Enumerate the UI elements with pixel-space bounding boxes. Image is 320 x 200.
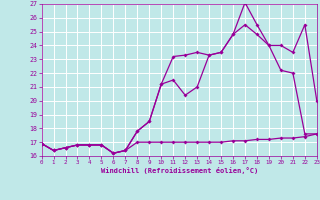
X-axis label: Windchill (Refroidissement éolien,°C): Windchill (Refroidissement éolien,°C) xyxy=(100,167,258,174)
